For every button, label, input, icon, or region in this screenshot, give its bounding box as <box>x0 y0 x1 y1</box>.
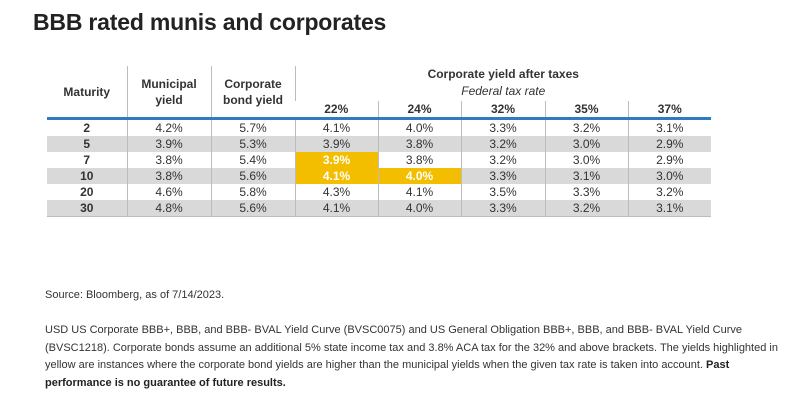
cell-maturity: 10 <box>47 168 127 184</box>
cell-after-tax-yield: 3.9% <box>294 136 378 152</box>
header-bracket: 22% <box>295 101 378 120</box>
cell-after-tax-yield: 2.9% <box>627 136 712 152</box>
header-bracket: 32% <box>460 101 545 120</box>
header-maturity: Maturity <box>47 66 127 120</box>
cell-after-tax-yield: 3.5% <box>460 184 545 200</box>
cell-maturity: 2 <box>83 120 91 135</box>
cell-after-tax-yield: 3.0% <box>544 152 628 168</box>
header-bracket: 35% <box>544 101 628 120</box>
cell-after-tax-yield: 4.0% <box>377 200 461 217</box>
table-row: 2 4.2% 5.7% 4.1% 4.0% 3.3% 3.2% 3.1% <box>47 118 712 136</box>
cell-after-tax-yield: 4.1% <box>294 200 378 217</box>
footnote-text: USD US Corporate BBB+, BBB, and BBB- BVA… <box>45 324 778 371</box>
table-row: 10 3.8% 5.6% 4.1% 4.0% 3.3% 3.1% 3.0% <box>47 168 712 184</box>
cell-municipal-yield: 3.8% <box>126 152 211 168</box>
cell-corporate-yield: 5.3% <box>210 136 295 152</box>
header-corporate-bond-yield: Corporate bond yield <box>210 66 295 120</box>
cell-after-tax-yield: 3.2% <box>544 200 628 217</box>
cell-after-tax-yield: 3.1% <box>544 168 628 184</box>
cell-after-tax-yield: 3.1% <box>627 118 712 136</box>
header-municipal-yield: Municipal yield <box>126 66 211 120</box>
cell-municipal-yield: 4.6% <box>126 184 211 200</box>
cell-after-tax-yield: 3.2% <box>460 152 545 168</box>
cell-after-tax-yield: 3.9% <box>294 152 378 168</box>
header-bracket-row: 22% 24% 32% 35% 37% <box>47 101 712 120</box>
cell-after-tax-yield: 3.3% <box>460 168 545 184</box>
page-title: BBB rated munis and corporates <box>33 9 387 35</box>
table-row: 30 4.8% 5.6% 4.1% 4.0% 3.3% 3.2% 3.1% <box>47 200 712 217</box>
header-after-tax-group: Corporate yield after taxes Federal tax … <box>294 66 712 101</box>
cell-after-tax-yield: 3.0% <box>627 168 712 184</box>
cell-after-tax-yield: 3.8% <box>377 136 461 152</box>
cell-municipal-yield: 4.2% <box>126 118 211 136</box>
cell-maturity: 30 <box>47 200 127 217</box>
cell-municipal-yield: 3.9% <box>126 136 211 152</box>
table-row: 7 3.8% 5.4% 3.9% 3.8% 3.2% 3.0% 2.9% <box>47 152 712 168</box>
cell-after-tax-yield: 3.3% <box>544 184 628 200</box>
cell-municipal-yield: 4.8% <box>126 200 211 217</box>
header-federal-tax-rate: Federal tax rate <box>461 84 546 98</box>
header-row: Maturity Municipal yield Corporate bond … <box>47 66 712 120</box>
cell-corporate-yield: 5.4% <box>210 152 295 168</box>
cell-maturity: 20 <box>80 184 94 199</box>
disclaimer: Past performance is no guarantee of futu… <box>45 359 730 389</box>
yield-table: Maturity Municipal yield Corporate bond … <box>47 66 712 217</box>
cell-after-tax-yield: 4.1% <box>294 168 378 184</box>
cell-after-tax-yield: 3.8% <box>377 152 461 168</box>
cell-after-tax-yield: 3.3% <box>460 118 545 136</box>
cell-after-tax-yield: 3.0% <box>544 136 628 152</box>
cell-after-tax-yield: 4.1% <box>377 184 461 200</box>
cell-after-tax-yield: 3.2% <box>460 136 545 152</box>
cell-corporate-yield: 5.8% <box>210 184 295 200</box>
cell-maturity: 5 <box>47 136 127 152</box>
cell-maturity: 7 <box>83 152 91 167</box>
cell-municipal-yield: 3.8% <box>126 168 211 184</box>
cell-after-tax-yield: 3.2% <box>544 118 628 136</box>
header-bracket: 37% <box>627 101 712 120</box>
cell-corporate-yield: 5.6% <box>210 168 295 184</box>
source-note: Source: Bloomberg, as of 7/14/2023. <box>45 289 225 301</box>
header-bracket: 24% <box>377 101 461 120</box>
cell-after-tax-yield: 4.3% <box>294 184 378 200</box>
cell-after-tax-yield: 3.2% <box>627 184 712 200</box>
cell-after-tax-yield: 4.0% <box>377 118 461 136</box>
cell-after-tax-yield: 2.9% <box>627 152 712 168</box>
cell-after-tax-yield: 3.1% <box>627 200 712 217</box>
cell-corporate-yield: 5.7% <box>210 118 295 136</box>
header-after-tax-title: Corporate yield after taxes <box>427 67 579 81</box>
table-row: 5 3.9% 5.3% 3.9% 3.8% 3.2% 3.0% 2.9% <box>47 136 712 152</box>
table-row: 20 4.6% 5.8% 4.3% 4.1% 3.5% 3.3% 3.2% <box>47 184 712 200</box>
footnote: USD US Corporate BBB+, BBB, and BBB- BVA… <box>45 322 797 392</box>
cell-after-tax-yield: 4.0% <box>377 168 461 184</box>
cell-after-tax-yield: 4.1% <box>294 118 378 136</box>
cell-after-tax-yield: 3.3% <box>460 200 545 217</box>
cell-corporate-yield: 5.6% <box>210 200 295 217</box>
